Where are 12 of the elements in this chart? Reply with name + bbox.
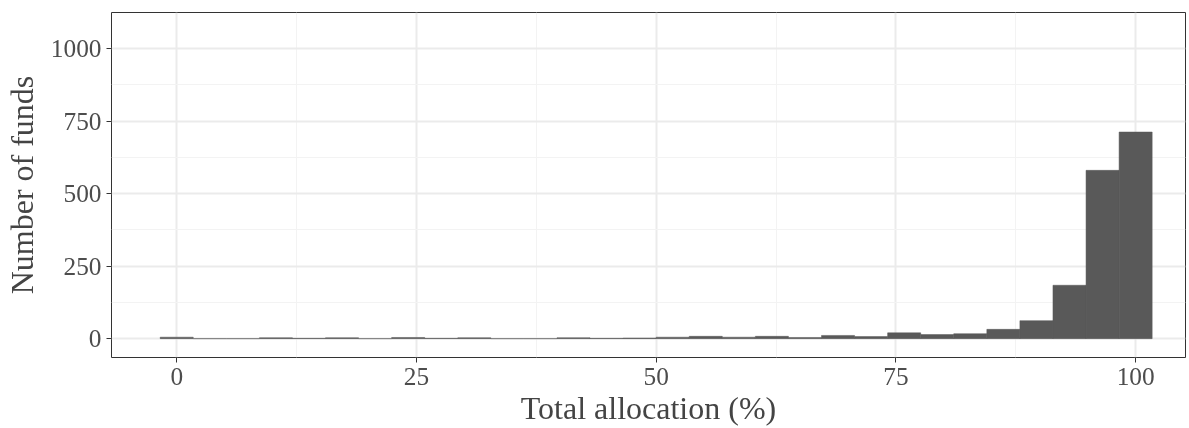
- x-tick-label: 100: [1116, 361, 1155, 390]
- y-axis-title: Number of funds: [3, 75, 40, 295]
- y-tick-label: 250: [63, 251, 102, 280]
- x-tick-label: 50: [643, 361, 669, 390]
- x-axis-title: Total allocation (%): [520, 389, 777, 426]
- y-tick-label: 750: [63, 106, 102, 135]
- x-tick-label: 75: [883, 361, 909, 390]
- x-tick-label: 25: [403, 361, 430, 390]
- x-tick-label: 0: [170, 361, 184, 390]
- y-tick-label: 1000: [50, 33, 102, 62]
- y-tick-label: 0: [88, 324, 102, 353]
- y-tick-label: 500: [63, 179, 102, 208]
